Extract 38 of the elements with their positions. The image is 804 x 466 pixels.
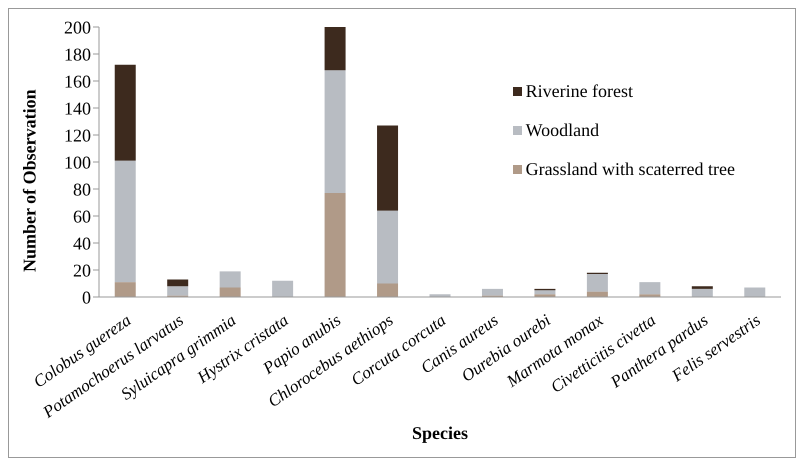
y-tick-label: 140 [64,98,91,118]
bar [639,282,660,294]
bar [167,286,188,296]
y-tick-label: 60 [73,206,91,226]
y-tick-label: 100 [64,152,91,172]
bar [586,274,608,292]
legend-label: Grassland with scaterred tree [526,159,735,180]
bar [377,284,398,297]
bar [324,27,346,70]
bar [272,280,294,297]
bar [114,282,136,297]
y-tick-label: 40 [73,233,91,254]
y-tick-label: 80 [73,179,91,200]
bar [482,288,503,296]
bar [586,292,608,297]
bar [692,288,713,297]
bar [114,160,136,282]
y-tick-label: 180 [64,44,91,64]
bar [377,126,398,211]
y-tick-label: 120 [64,125,91,146]
y-tick-label: 0 [82,287,91,308]
bar [324,193,346,297]
y-tick-label: 200 [64,17,91,38]
x-axis-title: Species [412,423,468,443]
y-axis-title: Number of Observation [19,89,40,272]
bar [114,64,136,161]
bar [167,279,188,286]
legend-label: Riverine forest [526,81,634,102]
y-tick-label: 20 [73,260,91,280]
bar [220,288,241,297]
bar [220,271,241,288]
bar [534,290,556,294]
bar [692,286,713,289]
bar [744,288,766,297]
bar [324,70,346,194]
legend-label: Woodland [526,120,600,141]
bar [377,210,398,284]
y-tick-label: 160 [64,71,91,92]
